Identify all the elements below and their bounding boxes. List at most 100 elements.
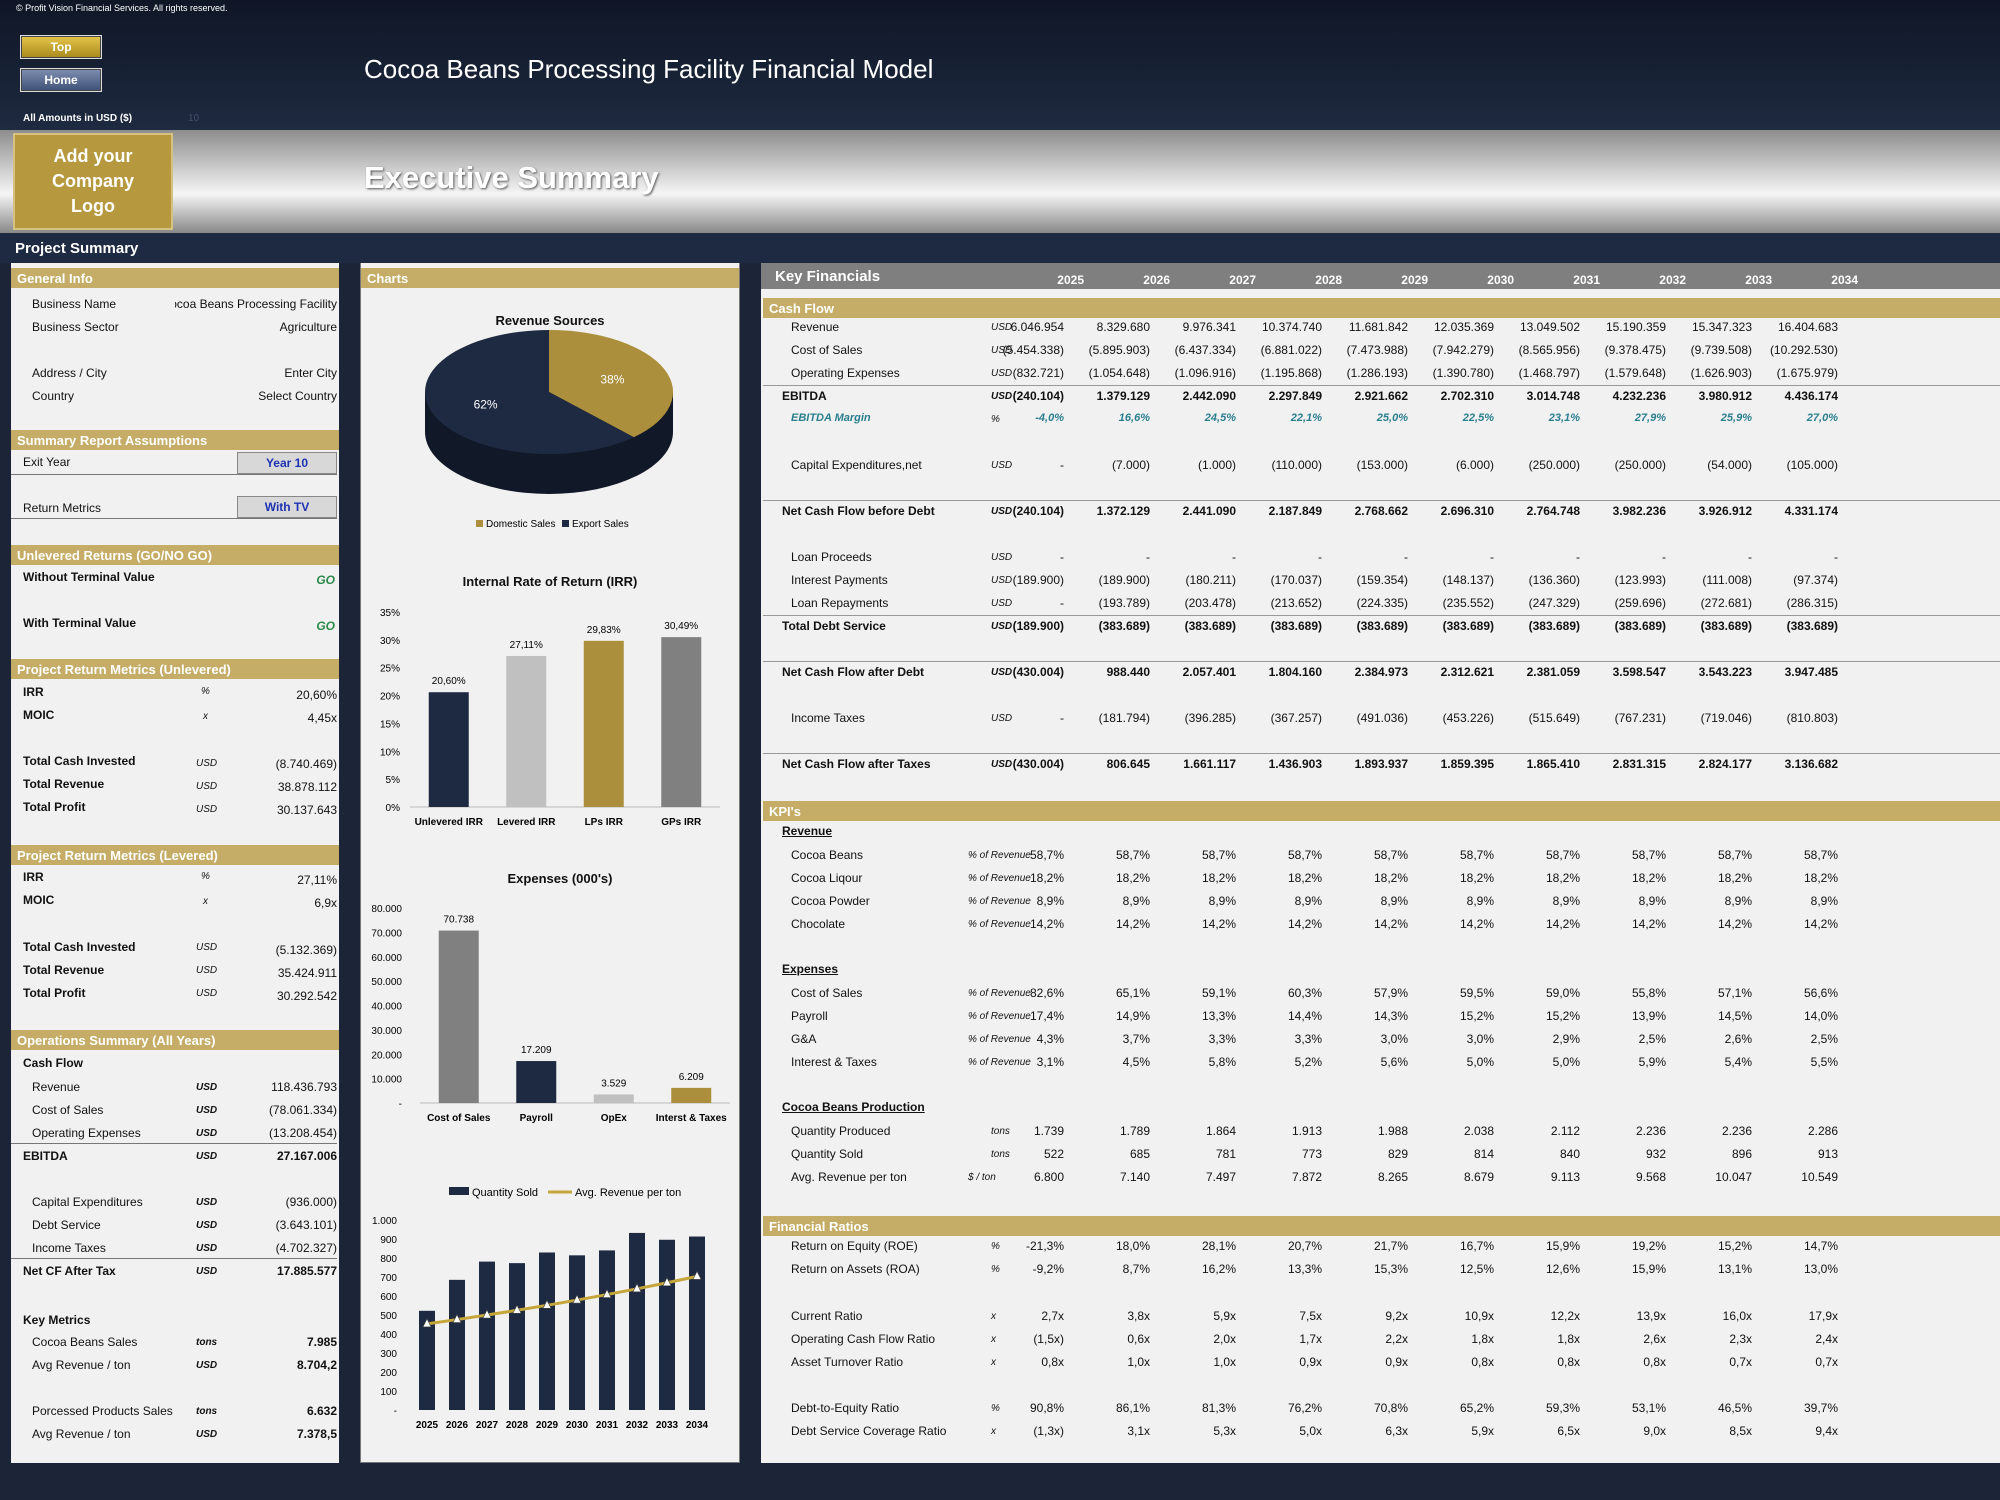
- cell-value: 8,9%: [1208, 894, 1236, 908]
- business-name-value[interactable]: Cocoa Beans Processing Facility: [175, 297, 337, 311]
- bar-data-label: 3.529: [601, 1078, 626, 1089]
- return-metrics-select[interactable]: With TV: [237, 496, 337, 518]
- cell-value: 13,0%: [1803, 1262, 1838, 1276]
- row-label: Quantity Produced: [791, 1124, 891, 1138]
- cell-value: 1.661.117: [1183, 757, 1236, 771]
- cell-value: 814: [1473, 1147, 1494, 1161]
- cell-value: -: [1834, 550, 1838, 564]
- cell-value: (286.315): [1786, 596, 1838, 610]
- unit-label: USD: [196, 1151, 218, 1162]
- address-value[interactable]: Enter City: [284, 366, 337, 380]
- go-nogo-header: Unlevered Returns (GO/NO GO): [11, 545, 339, 565]
- cell-value: 4.331.174: [1784, 504, 1838, 518]
- model-title: Cocoa Beans Processing Facility Financia…: [364, 54, 934, 84]
- row-label: Interest & Taxes: [791, 1055, 877, 1069]
- unlevered-profit-value: 30.137.643: [276, 803, 337, 817]
- cell-value: (515.649): [1528, 711, 1580, 725]
- ops-debt-service-value: (3.643.101): [275, 1218, 337, 1232]
- y-tick-label: 25%: [380, 664, 400, 675]
- cell-value: 2.236: [1721, 1124, 1752, 1138]
- cell-value: 17,9x: [1808, 1309, 1838, 1323]
- cell-value: 6,5x: [1557, 1424, 1580, 1438]
- x-tick-label: 2032: [626, 1420, 649, 1431]
- cell-value: 522: [1043, 1147, 1064, 1161]
- top-button[interactable]: Top: [20, 35, 102, 59]
- home-button[interactable]: Home: [20, 68, 102, 92]
- row-label: Chocolate: [791, 917, 846, 931]
- row-label: Operating Cash Flow Ratio: [791, 1332, 936, 1346]
- business-sector-value[interactable]: Agriculture: [279, 320, 337, 334]
- unit-label: USD: [196, 988, 218, 999]
- cell-value: 3,7%: [1122, 1032, 1150, 1046]
- cell-value: 58,7%: [1115, 848, 1150, 862]
- general-info-header: General Info: [11, 268, 339, 288]
- cell-value: 1.379.129: [1096, 389, 1150, 403]
- cell-value: (1.579.648): [1604, 366, 1666, 380]
- cell-value: 15,2%: [1545, 1009, 1580, 1023]
- cell-value: 10,9x: [1464, 1309, 1494, 1323]
- unlevered-profit-label: Total Profit: [23, 800, 86, 814]
- cell-value: 39,7%: [1803, 1401, 1838, 1415]
- cell-value: 1.893.937: [1354, 757, 1408, 771]
- bar-interst-taxes: [671, 1087, 712, 1103]
- cell-value: 59,0%: [1545, 986, 1580, 1000]
- cell-value: 2.831.315: [1612, 757, 1666, 771]
- cell-value: 8,9%: [1294, 894, 1322, 908]
- year-header-2027: 2027: [1229, 273, 1256, 287]
- unlevered-irr-unit: %: [201, 686, 210, 697]
- cell-value: (430.004): [1012, 665, 1064, 679]
- pie-slice-export-sales: [425, 330, 634, 454]
- unit-label: USD: [196, 1082, 218, 1093]
- cell-value: 14,2%: [1803, 917, 1838, 931]
- unit-label: USD: [991, 460, 1013, 471]
- cell-value: 15.347.323: [1691, 320, 1752, 334]
- bar-quantity-sold-2033: [659, 1239, 675, 1410]
- cell-value: 13,3%: [1201, 1009, 1236, 1023]
- unit-label: USD: [196, 965, 218, 976]
- cell-value: 14,4%: [1287, 1009, 1322, 1023]
- expenses-chart-title: Expenses (000's): [507, 871, 613, 886]
- levered-cash-invested-value: (5.132.369): [275, 943, 337, 957]
- year-header-2030: 2030: [1487, 273, 1514, 287]
- km-processed-sales-value: 6.632: [306, 1404, 337, 1418]
- cell-value: (396.285): [1184, 711, 1236, 725]
- cell-value: 46,5%: [1717, 1401, 1752, 1415]
- cell-value: -21,3%: [1025, 1239, 1064, 1253]
- cell-value: (491.036): [1356, 711, 1408, 725]
- line-marker: [542, 1299, 552, 1309]
- ops-income-taxes-label: Income Taxes: [32, 1241, 106, 1255]
- row-label: Loan Repayments: [791, 596, 889, 610]
- logo-text: Add your Company Logo: [51, 146, 134, 216]
- cell-value: 11.681.842: [1348, 320, 1408, 334]
- cell-value: 5,0x: [1299, 1424, 1322, 1438]
- cell-value: 8,9%: [1810, 894, 1838, 908]
- pie-data-label: 62%: [474, 398, 498, 412]
- x-tick-label: Levered IRR: [497, 817, 556, 828]
- cell-value: 70,8%: [1373, 1401, 1408, 1415]
- revenue-sources-title: Revenue Sources: [495, 313, 605, 328]
- legend-label: Domestic Sales: [486, 519, 555, 530]
- unit-label: USD: [991, 368, 1013, 379]
- country-value[interactable]: Select Country: [258, 389, 337, 403]
- km-avg-revenue-value: 8.704,2: [296, 1358, 337, 1372]
- row-label: Return on Assets (ROA): [791, 1262, 920, 1276]
- row-label: Net Cash Flow after Debt: [782, 665, 925, 679]
- cell-value: (1.626.903): [1690, 366, 1752, 380]
- cell-value: (170.037): [1270, 573, 1322, 587]
- cell-value: 3.947.485: [1784, 665, 1838, 679]
- cell-value: 829: [1387, 1147, 1408, 1161]
- cell-value: 988.440: [1106, 665, 1150, 679]
- company-logo-placeholder[interactable]: Add your Company Logo: [13, 133, 173, 230]
- pie-data-label: 38%: [600, 372, 624, 386]
- cell-value: 17,4%: [1029, 1009, 1064, 1023]
- x-tick-label: 2033: [656, 1420, 679, 1431]
- row-label: Revenue: [791, 320, 840, 334]
- cell-value: 5,4%: [1724, 1055, 1752, 1069]
- cell-value: 13.049.502: [1519, 320, 1580, 334]
- cell-value: (240.104): [1012, 389, 1064, 403]
- y-tick-label: 100: [380, 1387, 397, 1398]
- cell-value: 1.804.160: [1268, 665, 1322, 679]
- cell-value: (1.468.797): [1518, 366, 1580, 380]
- exit-year-select[interactable]: Year 10: [237, 452, 337, 474]
- cell-value: 2.112: [1550, 1124, 1580, 1138]
